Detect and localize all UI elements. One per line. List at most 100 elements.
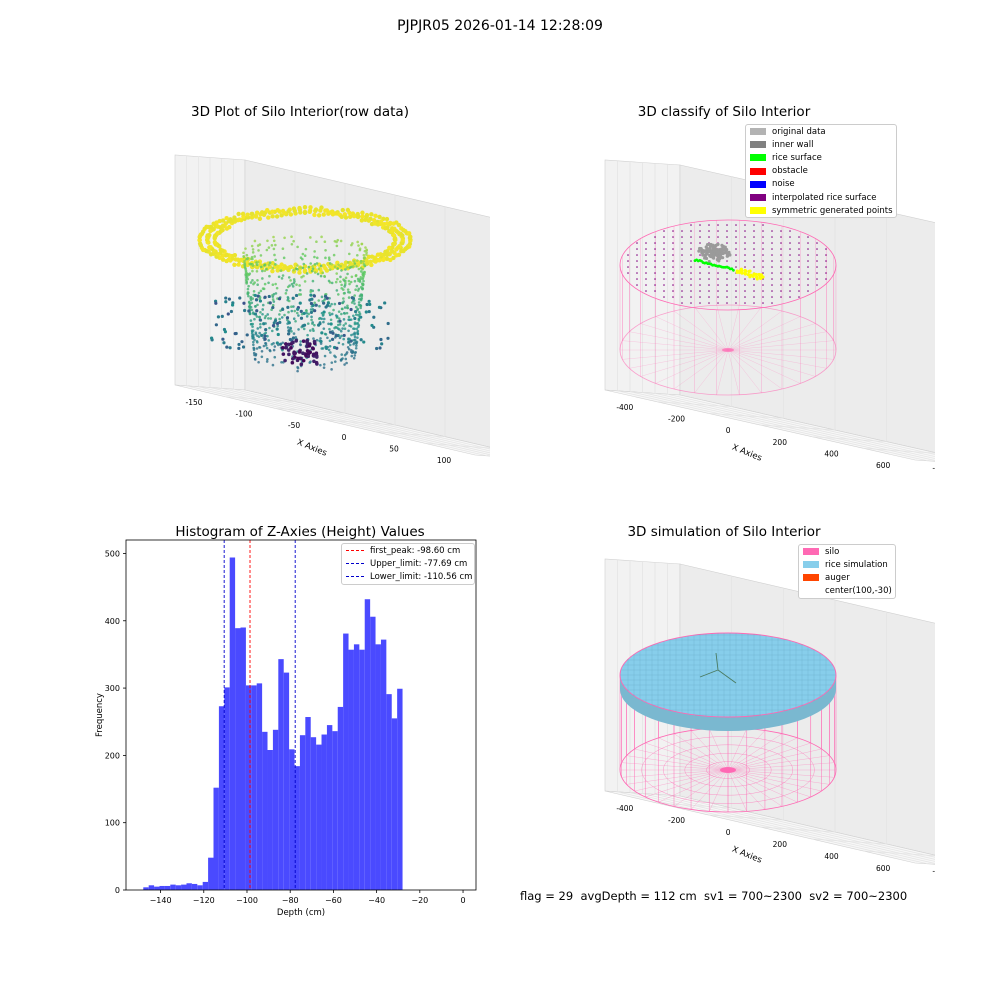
scatter-point	[324, 268, 330, 273]
interpolated-point	[708, 230, 710, 232]
scatter-point	[350, 275, 354, 279]
symmetric-point	[755, 277, 759, 281]
interpolated-point	[789, 236, 791, 238]
scatter-point	[275, 208, 280, 213]
scatter-point	[280, 208, 286, 214]
inner-wall-point	[705, 252, 709, 256]
scatter-point	[271, 363, 275, 367]
scatter-point	[360, 297, 364, 300]
interpolated-point	[762, 254, 764, 256]
scatter-point	[352, 356, 356, 360]
inner-wall-point	[725, 254, 729, 258]
scatter-point	[227, 297, 232, 301]
interpolated-point	[627, 254, 629, 256]
scatter-point	[305, 311, 308, 315]
interpolated-point	[735, 290, 737, 292]
interpolated-point	[699, 296, 701, 298]
scatter-point	[348, 291, 352, 294]
scatter-point	[249, 295, 253, 299]
scatter-point	[259, 325, 262, 329]
scatter-point	[276, 332, 280, 337]
scatter-point	[310, 315, 313, 319]
scatter-point	[212, 239, 218, 245]
interpolated-point	[753, 248, 755, 250]
scatter-point	[359, 218, 364, 223]
scatter-point	[364, 261, 370, 267]
scatter-point	[263, 263, 267, 266]
interpolated-point	[708, 290, 710, 292]
scatter-point	[359, 261, 363, 264]
scatter-point	[226, 257, 232, 262]
scatter-point	[364, 246, 367, 249]
scatter-point	[251, 269, 254, 273]
interpolated-point	[744, 284, 746, 286]
interpolated-point	[690, 302, 692, 304]
interpolated-point	[807, 278, 809, 280]
scatter-point	[361, 273, 365, 277]
interpolated-point	[645, 266, 647, 268]
scatter-point	[361, 271, 365, 275]
scatter-point	[304, 247, 308, 251]
scatter-point	[340, 334, 343, 338]
scatter-point	[292, 281, 296, 285]
p2-x-tick-label: -200	[668, 415, 685, 424]
legend-swatch	[750, 167, 766, 175]
scatter-point	[337, 310, 341, 313]
interpolated-point	[780, 230, 782, 232]
scatter-point	[259, 210, 265, 215]
interpolated-point	[753, 302, 755, 304]
scatter-point	[351, 242, 354, 245]
scatter-point	[369, 254, 375, 259]
scatter-point	[336, 277, 339, 281]
histogram-bar	[294, 766, 300, 890]
scatter-point	[322, 366, 326, 369]
scatter-point	[381, 257, 386, 263]
interpolated-point	[690, 272, 692, 274]
silo-floor-spoke	[727, 769, 830, 785]
scatter-point	[329, 322, 333, 326]
scatter-point	[346, 304, 349, 308]
scatter-point	[295, 311, 299, 315]
x-tick-label: −140	[150, 896, 172, 905]
scatter-point	[312, 339, 317, 344]
scatter-point	[252, 333, 255, 337]
scatter-point	[260, 355, 264, 359]
x-tick-label: −80	[282, 896, 299, 905]
interpolated-point	[762, 296, 764, 298]
scatter-point	[296, 365, 299, 369]
histogram-bar	[299, 735, 306, 890]
scatter-point	[265, 267, 268, 271]
scatter-point	[244, 269, 248, 273]
scatter-point	[322, 363, 326, 366]
interpolated-point	[762, 236, 764, 238]
scatter-point	[363, 249, 367, 253]
scatter-point	[406, 231, 412, 236]
p4-x-tick-label: -400	[616, 804, 633, 813]
interpolated-point	[771, 236, 773, 238]
scatter-point	[249, 281, 253, 284]
interpolated-point	[690, 266, 692, 268]
scatter-point	[272, 321, 276, 325]
interpolated-point	[807, 236, 809, 238]
interpolated-point	[789, 248, 791, 250]
auger-marker	[699, 669, 719, 678]
scatter-point	[253, 293, 257, 298]
scatter-point	[287, 310, 290, 314]
scatter-point	[197, 241, 203, 246]
scatter-point	[263, 282, 267, 286]
interpolated-point	[663, 278, 665, 280]
interpolated-point	[654, 284, 656, 286]
silo-floor-spoke	[727, 769, 747, 812]
scatter-point	[330, 281, 334, 285]
interpolated-point	[753, 296, 755, 298]
scatter-point	[274, 243, 277, 247]
scatter-point	[244, 247, 247, 250]
scatter-point	[368, 302, 372, 307]
legend-entry: auger	[799, 571, 895, 584]
scatter-point	[286, 348, 291, 352]
interpolated-point	[663, 296, 665, 298]
interpolated-point	[645, 284, 647, 286]
scatter-point	[265, 248, 269, 252]
interpolated-point	[798, 260, 800, 262]
scatter-point	[365, 248, 369, 252]
